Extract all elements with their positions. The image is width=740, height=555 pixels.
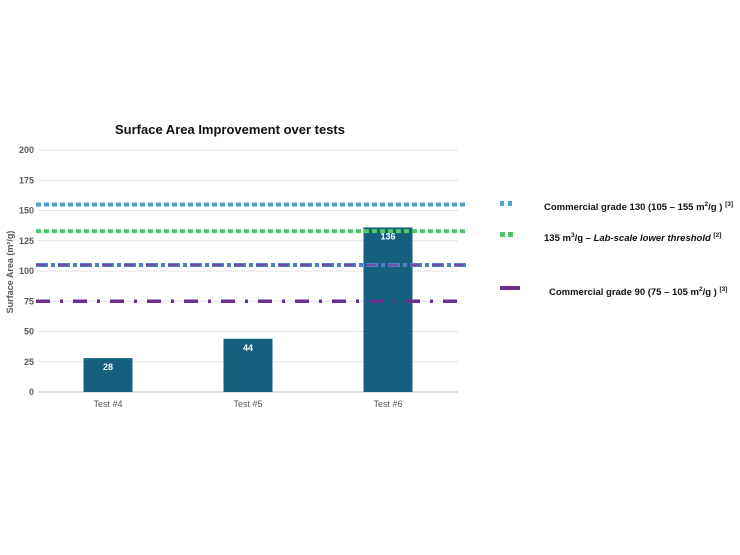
y-tick-label: 0 bbox=[29, 387, 34, 397]
y-tick-label: 25 bbox=[24, 357, 34, 367]
y-tick-label: 125 bbox=[19, 236, 34, 246]
bar bbox=[83, 358, 133, 392]
legend-item-commercial-grade-130: Commercial grade 130 (105 – 155 m2/g ) [… bbox=[500, 197, 740, 213]
y-tick-labels: 0 25 50 75 100 125 150 175 200 bbox=[19, 145, 34, 397]
legend-item-commercial-grade-90: Commercial grade 90 (75 – 105 m2/g ) [3] bbox=[500, 282, 740, 298]
y-tick-label: 150 bbox=[19, 206, 34, 216]
x-category-labels: Test #4 Test #5 Test #6 bbox=[93, 399, 402, 409]
data-label: 136 bbox=[380, 231, 395, 241]
x-category-label: Test #6 bbox=[373, 399, 402, 409]
x-category-label: Test #4 bbox=[93, 399, 122, 409]
y-tick-label: 200 bbox=[19, 145, 34, 155]
bar bbox=[363, 227, 413, 392]
legend-swatch bbox=[500, 201, 514, 206]
chart-title: Surface Area Improvement over tests bbox=[115, 122, 345, 137]
y-axis-label: Surface Area (m²/g) bbox=[5, 231, 15, 314]
x-category-label: Test #5 bbox=[233, 399, 262, 409]
legend-swatch bbox=[500, 286, 520, 290]
data-label: 28 bbox=[103, 362, 113, 372]
legend-label: Commercial grade 90 (75 – 105 m2/g ) [3] bbox=[549, 286, 728, 299]
legend-swatch bbox=[500, 232, 516, 237]
legend-label: Commercial grade 130 (105 – 155 m2/g ) [… bbox=[544, 201, 734, 214]
y-tick-label: 50 bbox=[24, 327, 34, 337]
y-tick-label: 100 bbox=[19, 266, 34, 276]
bar bbox=[223, 338, 273, 392]
bars: 28 44 136 bbox=[83, 227, 413, 392]
legend-label: 135 m3/g – Lab-scale lower threshold [2] bbox=[544, 232, 722, 245]
legend-item-lab-threshold: 135 m3/g – Lab-scale lower threshold [2] bbox=[500, 228, 740, 244]
y-tick-label: 75 bbox=[24, 296, 34, 306]
data-label: 44 bbox=[243, 343, 253, 353]
y-tick-label: 175 bbox=[19, 175, 34, 185]
reference-lines bbox=[36, 202, 466, 303]
